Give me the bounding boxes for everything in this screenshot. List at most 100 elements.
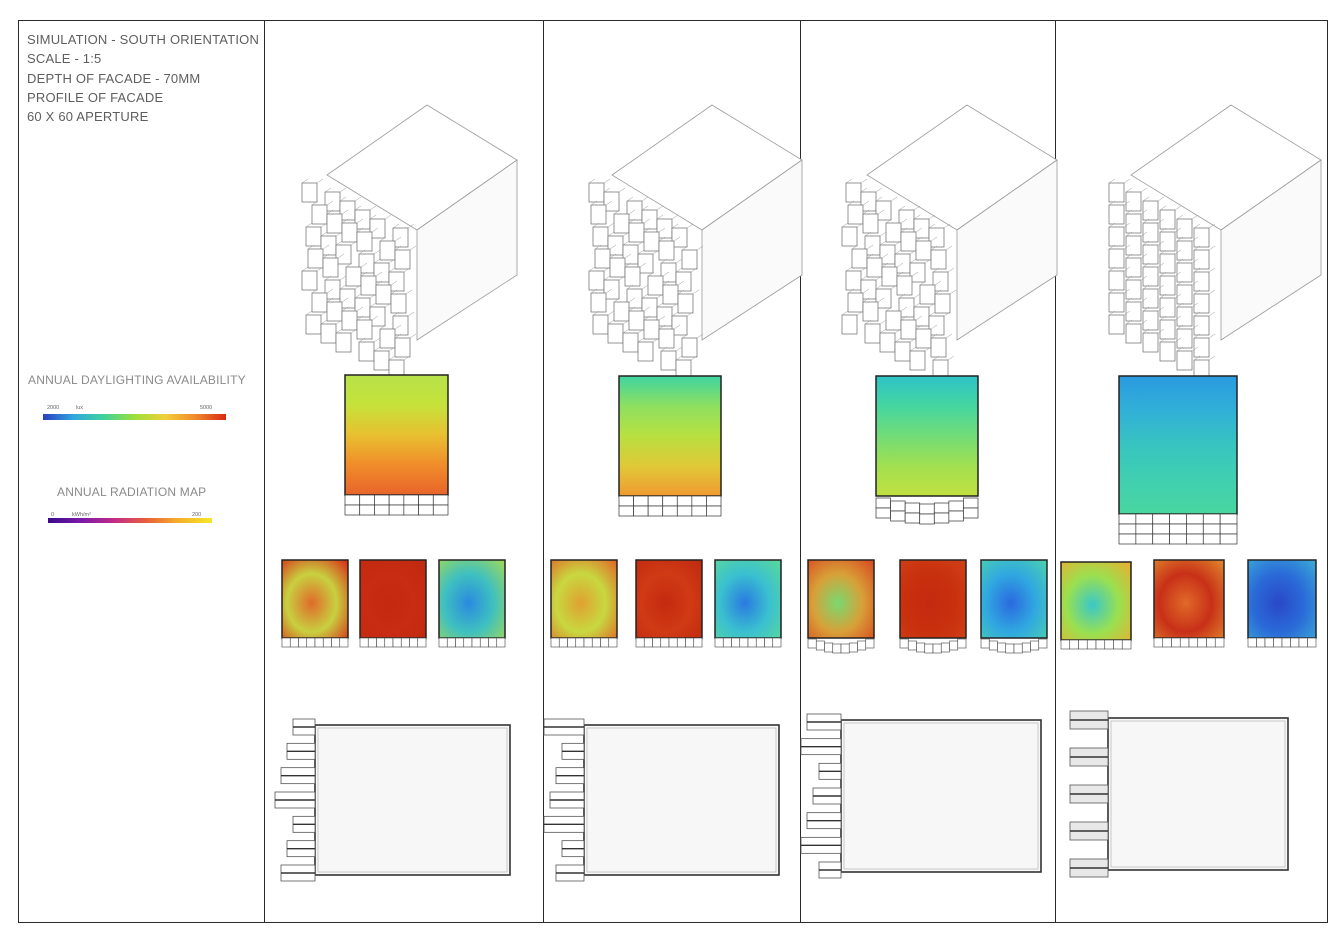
sheet-frame bbox=[18, 20, 1328, 923]
daylight-analysis-map bbox=[550, 559, 618, 639]
aperture-cell bbox=[373, 350, 390, 371]
aperture-cell bbox=[1125, 191, 1142, 212]
aperture-cell bbox=[1159, 209, 1176, 230]
daylight-analysis-map bbox=[281, 559, 349, 639]
aperture-cell bbox=[1193, 315, 1210, 336]
aperture-cell bbox=[862, 301, 879, 322]
aperture-cell bbox=[594, 248, 611, 269]
aperture-cell bbox=[1159, 319, 1176, 340]
variant-panel-3 bbox=[800, 104, 1058, 879]
radiation-color-scale bbox=[48, 518, 212, 523]
aperture-cell bbox=[1125, 235, 1142, 256]
radiation-analysis-map bbox=[635, 559, 703, 639]
aperture-cell bbox=[335, 332, 352, 353]
facade-plan-strip-small bbox=[1153, 637, 1225, 648]
aperture-cell bbox=[1159, 231, 1176, 252]
aperture-cell bbox=[379, 240, 396, 261]
aperture-cell bbox=[1108, 248, 1125, 269]
aperture-cell bbox=[609, 257, 626, 278]
aperture-cell bbox=[1108, 314, 1125, 335]
aperture-cell bbox=[881, 266, 898, 287]
aperture-cell bbox=[356, 231, 373, 252]
aperture-cell bbox=[1108, 182, 1125, 203]
facade-plan-strip-small bbox=[550, 637, 618, 648]
aperture-cell bbox=[845, 270, 862, 291]
aperture-cell bbox=[345, 266, 362, 287]
aperture-cell bbox=[896, 275, 913, 296]
aperture-cell bbox=[1108, 204, 1125, 225]
facade-plan-strip-small bbox=[980, 638, 1048, 654]
aperture-cell bbox=[1142, 310, 1159, 331]
facade-plan-strip bbox=[344, 494, 449, 516]
facade-section-drawing bbox=[800, 713, 1042, 879]
spec-line-orientation: SIMULATION - SOUTH ORIENTATION bbox=[27, 32, 260, 47]
aperture-cell bbox=[845, 182, 862, 203]
aperture-cell bbox=[341, 222, 358, 243]
daylight-analysis-map bbox=[1060, 561, 1132, 641]
aperture-cell bbox=[658, 240, 675, 261]
daylight-legend-max: 5000 bbox=[200, 405, 213, 411]
aperture-cell bbox=[1142, 222, 1159, 243]
aperture-cell bbox=[379, 328, 396, 349]
spec-line-profile: PROFILE OF FACADE bbox=[27, 89, 164, 105]
radiation-analysis-map bbox=[1153, 559, 1225, 639]
aperture-cell bbox=[930, 249, 947, 270]
aperture-cell bbox=[885, 222, 902, 243]
aperture-cell bbox=[1125, 279, 1142, 300]
radiation-legend-max: 200 bbox=[192, 512, 202, 518]
variant-panel-1 bbox=[274, 104, 518, 882]
aperture-cell bbox=[841, 226, 858, 247]
aperture-cell bbox=[628, 222, 645, 243]
aperture-cell bbox=[1159, 297, 1176, 318]
aperture-cell bbox=[1193, 227, 1210, 248]
aperture-cell bbox=[900, 231, 917, 252]
aperture-cell bbox=[305, 226, 322, 247]
aperture-cell bbox=[588, 182, 605, 203]
comparison-analysis-map bbox=[438, 559, 506, 639]
radiation-analysis-map bbox=[359, 559, 427, 639]
comparison-analysis-map bbox=[1247, 559, 1317, 639]
aperture-cell bbox=[588, 270, 605, 291]
section-room bbox=[1107, 717, 1289, 871]
aperture-cell bbox=[1125, 213, 1142, 234]
aperture-cell bbox=[885, 310, 902, 331]
aperture-cell bbox=[1142, 332, 1159, 353]
aperture-cell bbox=[592, 314, 609, 335]
facade-plan-strip-small bbox=[635, 637, 703, 648]
aperture-cell bbox=[643, 319, 660, 340]
aperture-cell bbox=[301, 270, 318, 291]
aperture-cell bbox=[643, 231, 660, 252]
model-side-face bbox=[956, 159, 1058, 341]
aperture-cell bbox=[662, 284, 679, 305]
aperture-cell bbox=[624, 266, 641, 287]
aperture-cell bbox=[660, 350, 677, 371]
daylight-availability-map bbox=[344, 374, 449, 496]
aperture-cell bbox=[1176, 306, 1193, 327]
aperture-cell bbox=[322, 257, 339, 278]
facade-plan-strip-small bbox=[807, 638, 875, 654]
aperture-cell bbox=[1108, 270, 1125, 291]
aperture-cell bbox=[900, 319, 917, 340]
aperture-cell bbox=[879, 332, 896, 353]
model-side-face bbox=[416, 159, 518, 341]
column-divider bbox=[1055, 20, 1056, 923]
aperture-cell bbox=[681, 337, 698, 358]
facade-model-axonometric bbox=[588, 104, 803, 380]
facade-plan-strip bbox=[618, 495, 722, 517]
aperture-cell bbox=[1193, 249, 1210, 270]
facade-plan-strip-small bbox=[359, 637, 427, 648]
aperture-cell bbox=[375, 284, 392, 305]
radiation-legend-title: ANNUAL RADIATION MAP bbox=[57, 485, 207, 499]
daylight-analysis-map bbox=[807, 559, 875, 639]
section-room bbox=[314, 724, 511, 876]
aperture-cell bbox=[1125, 301, 1142, 322]
comparison-analysis-map bbox=[714, 559, 782, 639]
facade-plan-strip bbox=[875, 497, 979, 525]
aperture-cell bbox=[1176, 284, 1193, 305]
aperture-cell bbox=[628, 310, 645, 331]
facade-model-axonometric bbox=[301, 104, 518, 380]
aperture-cell bbox=[1176, 218, 1193, 239]
aperture-cell bbox=[305, 314, 322, 335]
aperture-cell bbox=[622, 332, 639, 353]
facade-section-drawing bbox=[274, 718, 511, 882]
